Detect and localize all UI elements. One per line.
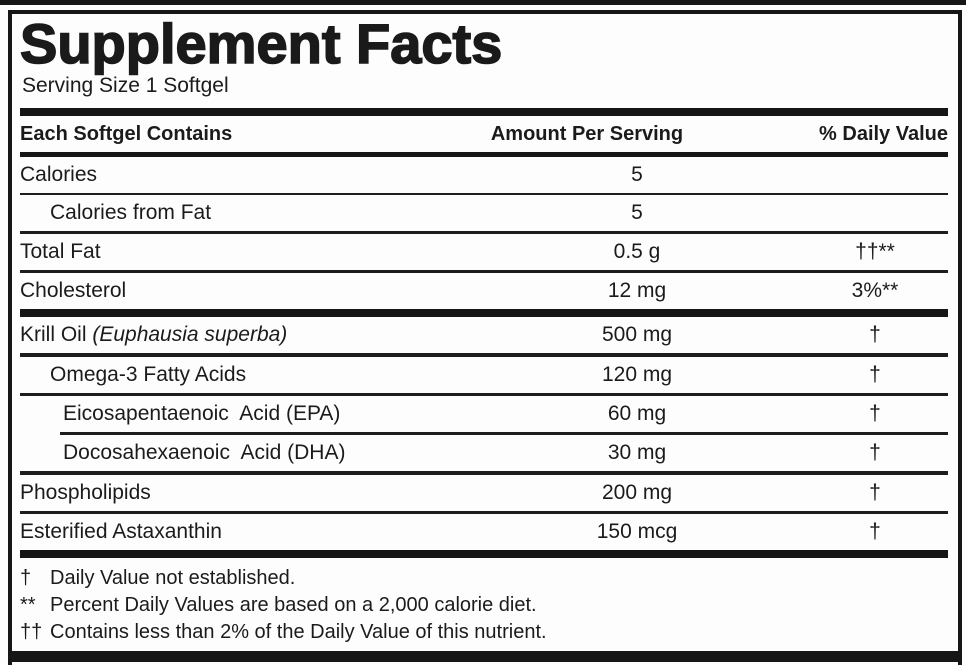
facts-panel: Supplement Facts Serving Size 1 Softgel … (8, 10, 962, 665)
nutrient-daily-value: † (869, 441, 881, 464)
nutrient-name: Calories (20, 163, 98, 186)
nutrient-row-esterified-astaxanthin: Esterified Astaxanthin 150 mcg † (20, 514, 948, 550)
label-top-strip (0, 0, 966, 5)
nutrient-amount: 5 (631, 163, 643, 186)
nutrient-row-epa: Eicosapentaenoic Acid (EPA) 60 mg † (20, 396, 948, 432)
column-header-contains: Each Softgel Contains (20, 123, 233, 145)
nutrient-daily-value: 3%** (851, 279, 899, 302)
footnote-dagger: † Daily Value not established. (20, 565, 948, 592)
nutrient-name: Calories from Fat (50, 201, 212, 224)
thin-rule (20, 231, 948, 234)
nutrient-amount: 30 mg (607, 441, 667, 464)
thin-rule-indented (60, 432, 948, 435)
nutrient-name: Omega-3 Fatty Acids (50, 363, 247, 386)
nutrient-row-phospholipids: Phospholipids 200 mg † (20, 475, 948, 511)
nutrient-name: Cholesterol (20, 279, 127, 302)
nutrient-name: Krill Oil (Euphausia superba) (20, 323, 472, 347)
nutrient-name-latin: (Euphausia superba) (92, 323, 288, 346)
nutrient-name-regular: Krill Oil (20, 323, 93, 346)
nutrient-amount: 500 mg (601, 323, 673, 346)
nutrient-daily-value: † (869, 402, 881, 425)
footnote-marker: † (20, 567, 32, 589)
column-header-row: Each Softgel Contains Amount Per Serving… (20, 116, 948, 152)
nutrient-row-total-fat: Total Fat 0.5 g ††** (20, 234, 948, 270)
nutrient-row-calories-from-fat: Calories from Fat 5 (20, 195, 948, 231)
nutrient-row-omega-3: Omega-3 Fatty Acids 120 mg † (20, 357, 948, 393)
nutrient-name: Eicosapentaenoic Acid (EPA) (63, 402, 341, 425)
nutrient-amount: 5 (631, 201, 643, 224)
nutrient-row-krill-oil: Krill Oil (Euphausia superba) 500 mg † (20, 317, 948, 353)
medium-rule (20, 152, 948, 157)
thin-rule (20, 511, 948, 514)
footnote-text: Daily Value not established. (50, 567, 296, 589)
thin-rule (20, 193, 948, 195)
nutrient-row-dha: Docosahexaenoic Acid (DHA) 30 mg † (20, 435, 948, 471)
heavy-rule (20, 108, 948, 116)
nutrient-name: Phospholipids (20, 481, 151, 504)
nutrient-amount: 60 mg (607, 402, 667, 425)
nutrient-row-calories: Calories 5 (20, 157, 948, 193)
thin-rule (20, 393, 948, 396)
heavy-rule (20, 550, 948, 558)
footnote-marker: ** (20, 594, 36, 616)
heavy-rule (20, 309, 948, 317)
medium-thin-rule (20, 353, 948, 357)
panel-title: Supplement Facts (19, 12, 503, 75)
nutrient-name: Total Fat (20, 240, 101, 263)
nutrient-daily-value: † (869, 481, 881, 504)
footnote-marker: †† (20, 621, 43, 643)
footnotes: † Daily Value not established. ** Percen… (20, 558, 948, 646)
nutrient-amount: 0.5 g (613, 240, 661, 263)
label-bottom-bar (12, 651, 958, 662)
footnote-double-asterisk: ** Percent Daily Values are based on a 2… (20, 592, 948, 619)
serving-size-text: Serving Size 1 Softgel (22, 74, 229, 97)
nutrient-amount: 150 mcg (596, 520, 678, 543)
column-header-daily-value: % Daily Value (819, 123, 948, 145)
medium-thin-rule (20, 471, 948, 475)
nutrient-daily-value: † (869, 323, 881, 346)
column-header-amount: Amount Per Serving (490, 123, 684, 145)
nutrient-amount: 12 mg (607, 279, 667, 302)
nutrient-name: Docosahexaenoic Acid (DHA) (63, 441, 346, 464)
nutrient-amount: 200 mg (601, 481, 673, 504)
nutrient-daily-value: † (869, 363, 881, 386)
nutrient-amount: 120 mg (601, 363, 673, 386)
nutrient-daily-value: ††** (855, 240, 895, 263)
footnote-double-dagger: †† Contains less than 2% of the Daily Va… (20, 619, 948, 646)
nutrient-daily-value: † (869, 520, 881, 543)
nutrient-name: Esterified Astaxanthin (20, 520, 222, 543)
footnote-text: Contains less than 2% of the Daily Value… (50, 621, 547, 643)
thin-rule (20, 270, 948, 273)
nutrient-row-cholesterol: Cholesterol 12 mg 3%** (20, 273, 948, 309)
footnote-text: Percent Daily Values are based on a 2,00… (50, 594, 537, 616)
